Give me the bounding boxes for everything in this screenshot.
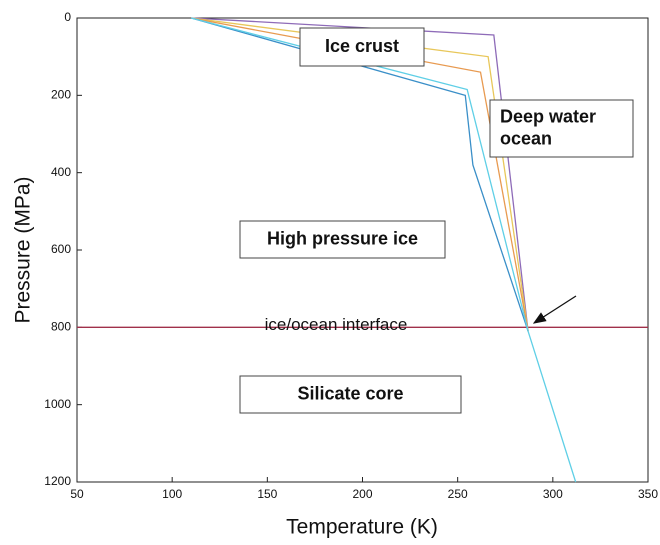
y-tick-label: 1200 <box>44 474 71 488</box>
interface-label: ice/ocean interface <box>265 315 408 334</box>
x-tick-label: 200 <box>352 487 372 501</box>
annotation-box <box>489 99 634 158</box>
x-tick-label: 250 <box>448 487 468 501</box>
y-tick-label: 0 <box>64 10 71 24</box>
y-tick-label: 1000 <box>44 397 71 411</box>
x-axis-label: Temperature (K) <box>286 516 438 539</box>
annotation-text: Silicate core <box>297 383 403 403</box>
y-tick-label: 600 <box>51 242 71 256</box>
annotation-box <box>299 27 425 67</box>
x-tick-label: 300 <box>543 487 563 501</box>
annotation-text: ocean <box>500 128 552 148</box>
annotation-box <box>239 220 446 259</box>
annotation-text: Ice crust <box>325 36 399 56</box>
profile-line <box>191 17 529 332</box>
y-tick-label: 200 <box>51 88 71 102</box>
profile-line <box>191 17 529 332</box>
x-tick-label: 350 <box>638 487 658 501</box>
profile-line <box>191 17 529 332</box>
y-axis-label: Pressure (MPa) <box>12 176 35 323</box>
x-tick-label: 50 <box>70 487 84 501</box>
y-tick-label: 400 <box>51 165 71 179</box>
annotation-text: Deep water <box>500 106 596 126</box>
x-tick-label: 100 <box>162 487 182 501</box>
x-tick-label: 150 <box>257 487 277 501</box>
y-tick-label: 800 <box>51 320 71 334</box>
annotation-box <box>239 375 462 414</box>
arrow <box>532 295 577 324</box>
annotation-text: High pressure ice <box>267 228 418 248</box>
